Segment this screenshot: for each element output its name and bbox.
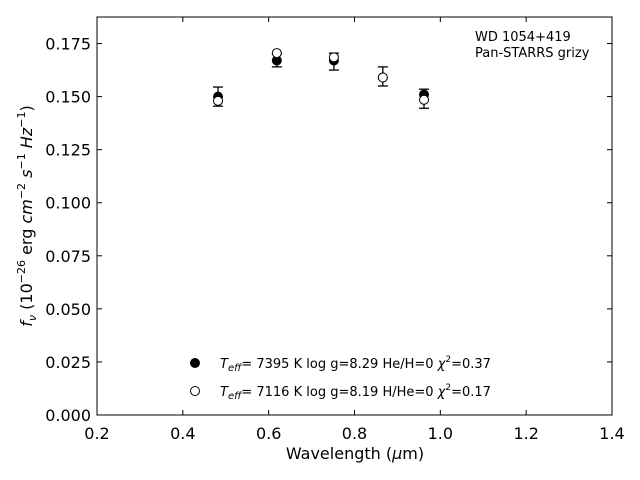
ticks-layer: 0.2 0.4 0.6 0.8 1.0 1.2 1.4 0.000 0.025 0.050 0.07… bbox=[45, 17, 625, 443]
x-tick-label: 1.2 bbox=[513, 424, 538, 443]
plot-frame bbox=[96, 16, 613, 416]
y-tick-label: 0.025 bbox=[45, 353, 91, 372]
legend-marker-filled bbox=[190, 358, 200, 368]
legend-marker-open bbox=[190, 386, 200, 396]
y-tick-label: 0.150 bbox=[45, 88, 91, 107]
y-tick-label: 0.075 bbox=[45, 247, 91, 266]
annotation-line-2: Pan-STARRS grizy bbox=[475, 46, 590, 61]
x-tick-label: 0.6 bbox=[256, 424, 281, 443]
data-point-open bbox=[213, 95, 224, 106]
x-tick-label: 1.4 bbox=[599, 424, 624, 443]
data-layer bbox=[213, 48, 430, 109]
y-tick-label: 0.000 bbox=[45, 406, 91, 425]
x-tick-label: 0.8 bbox=[342, 424, 367, 443]
y-tick-label: 0.050 bbox=[45, 300, 91, 319]
data-point-open bbox=[419, 94, 430, 105]
legend: Teff= 7395 K log g=8.29 He/H=0 χ2=0.37 T… bbox=[190, 355, 491, 402]
y-axis-title: fν (10−26 erg cm−2 s−1 Hz−1) bbox=[15, 105, 39, 326]
x-tick-label: 1.0 bbox=[428, 424, 453, 443]
x-axis-title: Wavelength (μm) bbox=[286, 444, 424, 463]
data-point-open bbox=[271, 48, 282, 59]
y-tick-label: 0.100 bbox=[45, 194, 91, 213]
legend-label-2: Teff= 7116 K log g=8.19 H/He=0 χ2=0.17 bbox=[220, 383, 491, 402]
data-point-open bbox=[328, 52, 339, 63]
x-tick-label: 0.4 bbox=[170, 424, 195, 443]
x-tick-label: 0.2 bbox=[84, 424, 109, 443]
data-point-open bbox=[377, 72, 388, 83]
svg-text:fν (10−26 erg cm−2 s−1 Hz−1): fν (10−26 erg cm−2 s−1 Hz−1) bbox=[15, 105, 39, 326]
annotation-line-1: WD 1054+419 bbox=[475, 30, 571, 45]
y-tick-label: 0.175 bbox=[45, 35, 91, 54]
legend-label-1: Teff= 7395 K log g=8.29 He/H=0 χ2=0.37 bbox=[220, 355, 491, 374]
y-tick-label: 0.125 bbox=[45, 141, 91, 160]
